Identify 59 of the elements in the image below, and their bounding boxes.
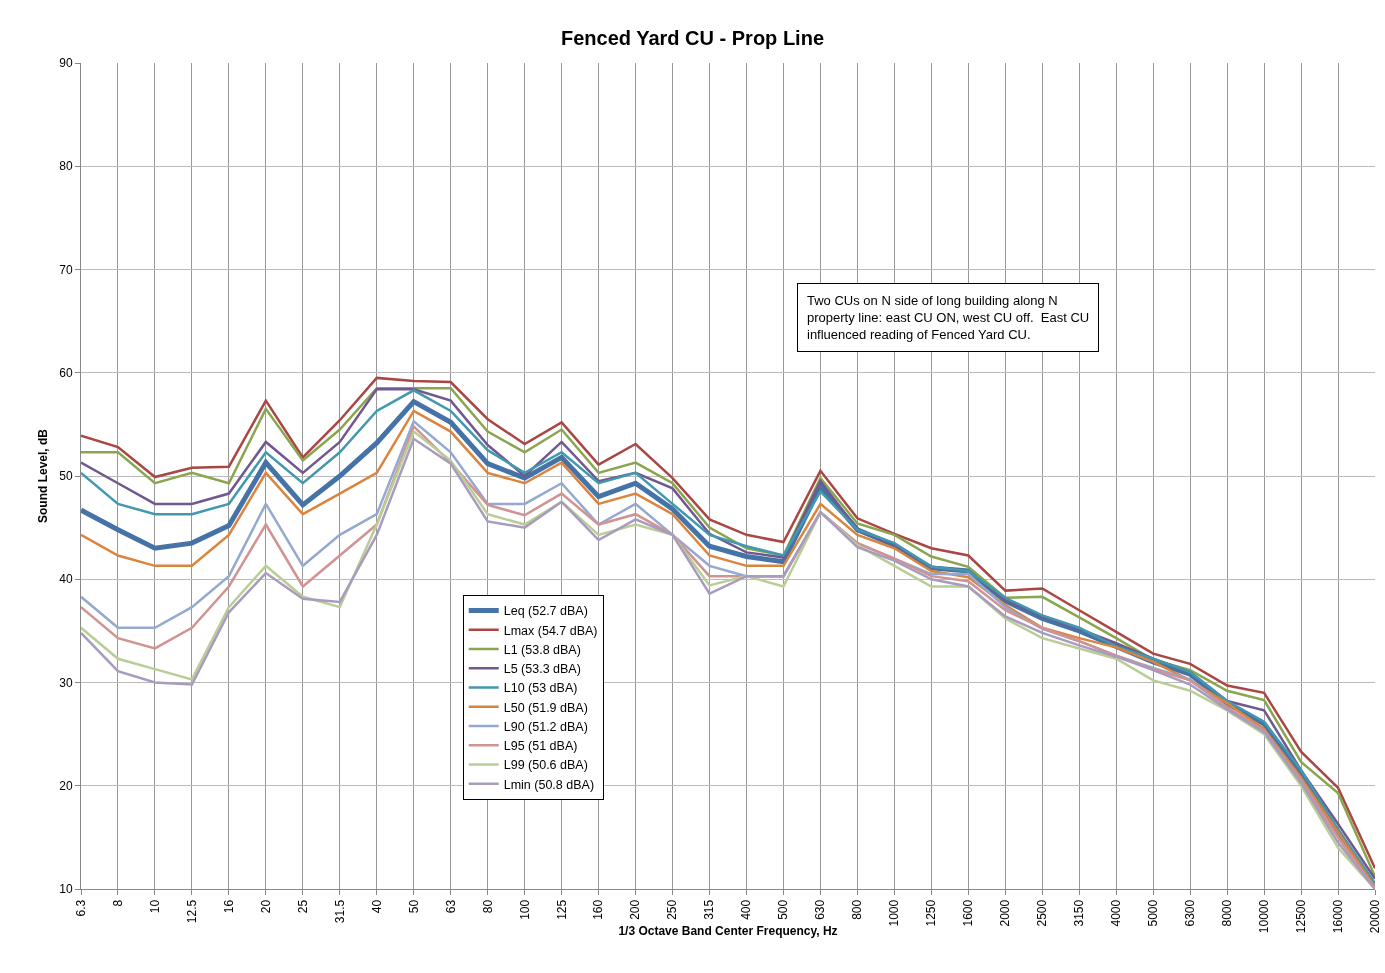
x-tick-label: 200 [628,899,643,920]
x-tick-label: 16000 [1330,899,1345,934]
x-tick-label: 10000 [1256,899,1271,934]
annotation: Two CUs on N side of long building along N property line: east CU ON, west CU off. East CU influenced reading of Fenced Yard CU. [807,293,1090,342]
legend-label: L90 (51.2 dBA) [503,719,588,734]
x-tick-label: 160 [591,899,606,920]
legend-label: L1 (53.8 dBA) [503,642,581,657]
legend-label: L95 (51 dBA) [503,739,578,754]
x-tick-label: 6300 [1183,899,1198,927]
x-tick-label: 4000 [1109,899,1124,927]
x-tick-label: 125 [554,899,569,920]
chart-title: Fenced Yard CU - Prop Line [560,27,825,50]
x-tick-label: 400 [739,899,754,920]
x-tick-label: 80 [480,899,495,914]
x-tick-label: 250 [665,899,680,920]
x-axis-title: 1/3 Octave Band Center Frequency, Hz [618,924,838,938]
legend-label: L5 (53.3 dBA) [503,662,581,677]
x-tick-label: 20 [258,899,273,914]
x-tick-label: 500 [776,899,791,920]
x-tick-label: 40 [369,899,384,914]
x-tick-label: 6.3 [73,899,88,917]
x-tick-label: 12500 [1293,899,1308,934]
x-tick-label: 16 [221,899,236,914]
x-tick-label: 50 [406,899,421,914]
x-tick-label: 1600 [961,899,976,927]
x-tick-label: 630 [813,899,828,920]
y-axis-title: Sound Level, dB [36,428,50,524]
x-tick-label: 2500 [1035,899,1050,927]
x-tick-label: 8 [110,899,125,907]
y-tick-label: 50 [59,469,73,484]
x-tick-label: 25 [295,899,310,914]
x-tick-label: 315 [702,899,717,920]
x-tick-label: 1250 [924,899,939,927]
legend-label: L50 (51.9 dBA) [503,700,588,715]
x-tick-label: 800 [850,899,865,920]
x-tick-label: 2000 [998,899,1013,927]
legend-label: L10 (53 dBA) [503,681,578,696]
y-tick-label: 70 [59,262,73,277]
x-tick-label: 12.5 [184,899,199,924]
y-tick-label: 10 [59,882,73,897]
x-tick-label: 8000 [1220,899,1235,927]
x-tick-label: 3150 [1072,899,1087,927]
x-tick-label: 100 [517,899,532,920]
x-tick-label: 20000 [1367,899,1382,934]
y-tick-label: 40 [59,572,73,587]
y-tick-label: 20 [59,778,73,793]
x-tick-label: 1000 [887,899,902,927]
legend-label: Leq (52.7 dBA) [503,604,588,619]
y-tick-label: 90 [59,56,73,71]
legend-label: Lmax (54.7 dBA) [503,623,598,638]
x-tick-label: 31.5 [332,899,347,924]
x-tick-label: 5000 [1146,899,1161,927]
legend-label: L99 (50.6 dBA) [503,758,588,773]
x-tick-label: 10 [147,899,162,914]
y-tick-label: 60 [59,365,73,380]
y-tick-label: 80 [59,159,73,174]
x-tick-label: 63 [443,899,458,914]
legend-label: Lmin (50.8 dBA) [503,777,595,792]
y-tick-label: 30 [59,675,73,690]
